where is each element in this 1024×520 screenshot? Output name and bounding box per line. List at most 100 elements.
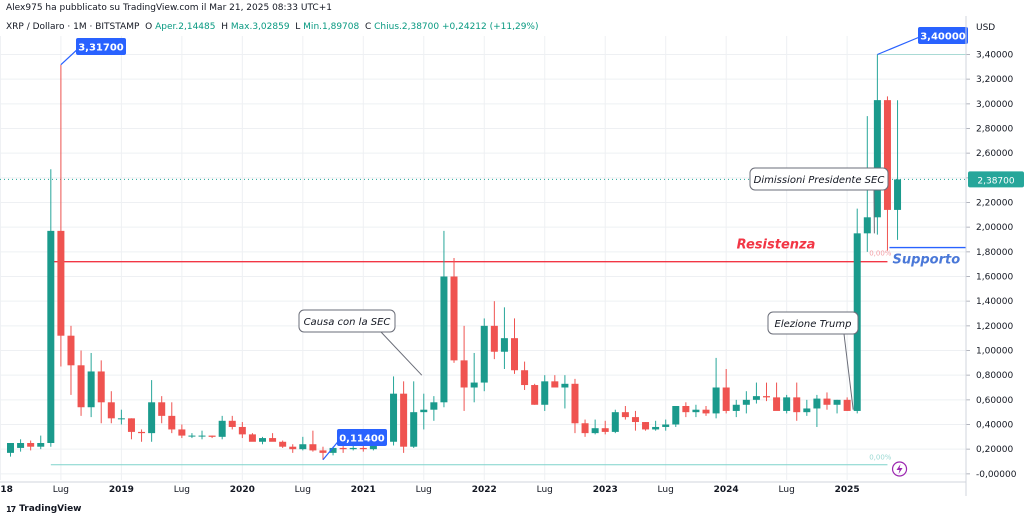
candle-body[interactable] — [349, 447, 357, 450]
candle-body[interactable] — [561, 383, 569, 388]
candle-body[interactable] — [369, 443, 377, 450]
candle-body[interactable] — [672, 406, 680, 425]
candle-body[interactable] — [662, 424, 670, 427]
candle-body[interactable] — [168, 415, 176, 430]
candle-body[interactable] — [521, 370, 529, 386]
candle-body[interactable] — [47, 230, 55, 443]
candle-body[interactable] — [511, 338, 518, 371]
candle-body[interactable] — [611, 412, 619, 432]
candle-body[interactable] — [823, 398, 831, 405]
candle-body[interactable] — [279, 441, 287, 447]
candle-body[interactable] — [117, 418, 125, 420]
candle-body[interactable] — [652, 426, 660, 430]
candle-body[interactable] — [551, 381, 559, 388]
candle-body[interactable] — [400, 393, 408, 447]
candle-body[interactable] — [188, 435, 196, 437]
candle-body[interactable] — [198, 435, 206, 437]
candle-body[interactable] — [531, 385, 539, 405]
candle-body[interactable] — [359, 447, 367, 450]
candle-body[interactable] — [420, 409, 428, 413]
candle-body[interactable] — [873, 100, 881, 218]
candle-body[interactable] — [793, 397, 801, 413]
candle-body[interactable] — [591, 428, 599, 434]
callout-trump-election-box[interactable] — [767, 311, 859, 335]
callout-low-2020-box[interactable] — [337, 429, 387, 446]
candle-body[interactable] — [148, 402, 156, 434]
lightning-icon[interactable] — [891, 461, 908, 477]
candle-body[interactable] — [763, 396, 770, 398]
candle-body[interactable] — [390, 393, 398, 442]
candle-body[interactable] — [732, 404, 740, 411]
tradingview-logo[interactable]: 17 TradingView — [6, 504, 82, 514]
candle-body[interactable] — [37, 443, 45, 447]
candle-body[interactable] — [742, 399, 750, 405]
candle-body[interactable] — [601, 428, 609, 432]
candle-body[interactable] — [642, 422, 650, 430]
candle-body[interactable] — [430, 402, 438, 410]
candle-body[interactable] — [329, 447, 337, 453]
candle-body[interactable] — [813, 398, 821, 409]
candle-body[interactable] — [833, 399, 841, 405]
callout-high-2018-box[interactable] — [76, 38, 126, 55]
candle-body[interactable] — [480, 325, 488, 383]
candle-body[interactable] — [470, 382, 478, 388]
candle-body[interactable] — [883, 100, 891, 210]
candle-body[interactable] — [77, 365, 85, 408]
y-tick-label: 2,60000 — [976, 149, 1013, 159]
candle-body[interactable] — [894, 179, 902, 210]
candle-body[interactable] — [218, 420, 226, 437]
candle-body[interactable] — [138, 431, 146, 434]
candle-body[interactable] — [67, 335, 75, 366]
candle-body[interactable] — [309, 444, 317, 451]
callout-high-2025-box[interactable] — [918, 27, 968, 44]
candle-body[interactable] — [87, 371, 95, 408]
candle-body[interactable] — [127, 418, 135, 432]
candle-body[interactable] — [289, 446, 297, 450]
candle-body[interactable] — [269, 438, 277, 442]
candle-body[interactable] — [803, 408, 811, 413]
candle-body[interactable] — [7, 443, 14, 453]
candle-body[interactable] — [450, 276, 458, 361]
candle-body[interactable] — [97, 371, 105, 403]
candle-body[interactable] — [752, 396, 760, 400]
x-tick-label: Lug — [537, 485, 553, 495]
candle-body[interactable] — [178, 429, 186, 436]
candle-body[interactable] — [238, 426, 246, 435]
candle-body[interactable] — [259, 438, 266, 442]
candle-body[interactable] — [863, 217, 871, 234]
candle-body[interactable] — [107, 402, 115, 419]
callout-sec-resignation-box[interactable] — [749, 167, 889, 191]
candle-body[interactable] — [783, 397, 791, 411]
candle-body[interactable] — [702, 409, 710, 414]
candle-body[interactable] — [843, 399, 851, 411]
candle-body[interactable] — [57, 230, 65, 336]
candle-body[interactable] — [500, 338, 508, 352]
candle-body[interactable] — [571, 383, 579, 424]
candle-body[interactable] — [490, 325, 498, 352]
candle-body[interactable] — [722, 387, 730, 411]
candle-body[interactable] — [440, 276, 448, 403]
candle-body[interactable] — [712, 387, 720, 414]
candle-body[interactable] — [158, 402, 166, 416]
candle-body[interactable] — [27, 443, 35, 447]
candle-body[interactable] — [682, 406, 690, 413]
candle-body[interactable] — [410, 412, 418, 447]
candle-body[interactable] — [228, 420, 236, 427]
tradingview-logo-text: TradingView — [19, 504, 82, 514]
candle-body[interactable] — [631, 417, 639, 423]
candle-body[interactable] — [621, 412, 629, 418]
candle-body[interactable] — [692, 409, 700, 413]
candle-body[interactable] — [581, 423, 589, 434]
candle-body[interactable] — [248, 434, 256, 442]
callout-high-2018-text: 3,31700 — [78, 43, 124, 54]
candle-body[interactable] — [208, 435, 216, 437]
candle-body[interactable] — [541, 381, 549, 405]
candle-body[interactable] — [339, 447, 347, 450]
candle-body[interactable] — [299, 444, 307, 450]
candle-body[interactable] — [17, 443, 25, 448]
candle-body[interactable] — [460, 360, 468, 388]
candle-body[interactable] — [319, 450, 327, 453]
callout-sec-lawsuit-box[interactable] — [298, 309, 396, 333]
candle-body[interactable] — [773, 397, 781, 411]
